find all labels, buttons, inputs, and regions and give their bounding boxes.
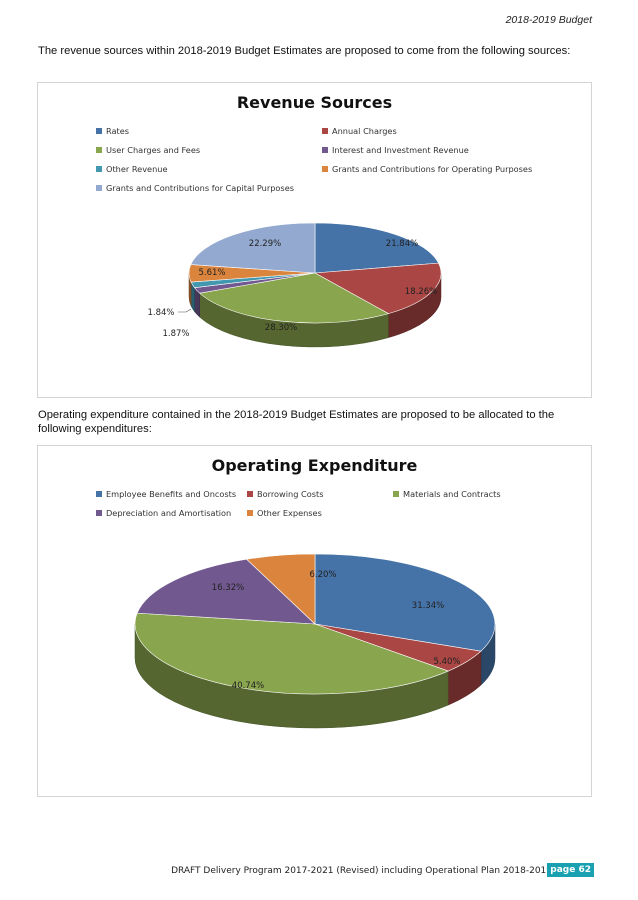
pie-slice (245, 553, 316, 625)
pie-sides (188, 272, 442, 348)
legend-item: Other Revenue (96, 164, 168, 174)
running-header: 2018-2019 Budget (505, 14, 592, 26)
page-number-badge: page 62 (547, 863, 594, 877)
legend-swatch (96, 185, 102, 191)
legend-item: Grants and Contributions for Capital Pur… (96, 183, 294, 193)
legend-item: Annual Charges (322, 126, 397, 136)
expenditure-pie-chart: 31.34% 5.40% 40.74% 16.32% 6.20% (134, 553, 496, 729)
pie-labels: 31.34% 5.40% 40.74% 16.32% 6.20% (212, 570, 461, 691)
legend-item: Borrowing Costs (247, 489, 323, 499)
legend-label: Other Revenue (106, 164, 168, 174)
legend-label: Materials and Contracts (403, 489, 501, 499)
revenue-chart-title: Revenue Sources (236, 93, 393, 112)
expenditure-intro-text: Operating expenditure contained in the 2… (38, 409, 555, 435)
legend-item: Depreciation and Amortisation (96, 508, 231, 518)
pie-data-label: 31.34% (412, 601, 444, 611)
revenue-pie-chart: 21.84% 18.26% 28.30% 1.87% 1.84% 5.61% 22.29% (147, 222, 442, 348)
legend-label: Rates (106, 126, 130, 136)
pie-data-label: 5.40% (433, 657, 460, 667)
legend-item: User Charges and Fees (96, 145, 200, 155)
legend-swatch (96, 128, 102, 134)
legend-label: Depreciation and Amortisation (106, 508, 232, 518)
pie-leader-line (178, 308, 192, 313)
legend-label: Grants and Contributions for Operating P… (332, 164, 533, 174)
legend-label: Annual Charges (332, 126, 397, 136)
expenditure-chart-box: Operating Expenditure Employee Benefits … (37, 445, 592, 797)
revenue-intro-text: The revenue sources within 2018-2019 Bud… (38, 45, 571, 57)
pie-data-label: 18.26% (405, 287, 437, 297)
legend-swatch (96, 166, 102, 172)
legend-item: Employee Benefits and Oncosts (96, 489, 236, 499)
pie-slice (134, 612, 450, 695)
legend-label: Other Expenses (257, 508, 322, 518)
pie-data-label: 1.87% (162, 329, 189, 339)
legend-item: Rates (96, 126, 129, 136)
pie-data-label: 6.20% (309, 570, 336, 580)
pie-data-label: 28.30% (265, 323, 297, 333)
pie-data-label: 40.74% (232, 681, 264, 691)
legend-swatch (393, 491, 399, 497)
legend-label: Interest and Investment Revenue (332, 145, 469, 155)
legend-label: Employee Benefits and Oncosts (106, 489, 237, 499)
legend-swatch (247, 491, 253, 497)
pie-slice (190, 222, 316, 274)
revenue-chart-box: Revenue Sources Rates Annual Charges User … (37, 82, 592, 398)
legend-swatch (247, 510, 253, 516)
legend-swatch (322, 166, 328, 172)
pie-tops (188, 222, 442, 324)
pie-data-label: 1.84% (147, 308, 174, 318)
legend-label: Grants and Contributions for Capital Pur… (106, 183, 295, 193)
footer-text: DRAFT Delivery Program 2017-2021 (Revise… (171, 866, 552, 876)
pie-tops (134, 553, 496, 695)
pie-data-label: 5.61% (198, 268, 225, 278)
legend-swatch (96, 510, 102, 516)
pie-slice (314, 553, 496, 652)
pie-data-label: 21.84% (386, 239, 418, 249)
expenditure-chart-title: Operating Expenditure (211, 456, 418, 475)
pie-slice (314, 222, 439, 274)
legend-label: Borrowing Costs (257, 489, 324, 499)
legend-swatch (322, 147, 328, 153)
legend-item: Interest and Investment Revenue (322, 145, 469, 155)
pie-labels: 21.84% 18.26% 28.30% 1.87% 1.84% 5.61% 22.29% (147, 239, 437, 339)
pie-data-label: 22.29% (249, 239, 281, 249)
pie-slice (136, 558, 316, 625)
legend-item: Grants and Contributions for Operating P… (322, 164, 532, 174)
legend-label: User Charges and Fees (106, 145, 201, 155)
legend-swatch (96, 147, 102, 153)
legend-item: Other Expenses (247, 508, 322, 518)
pie-data-label: 16.32% (212, 583, 244, 593)
pie-slice (199, 272, 390, 324)
pie-slice (313, 262, 442, 314)
legend-item: Materials and Contracts (393, 489, 501, 499)
legend-swatch (322, 128, 328, 134)
legend-swatch (96, 491, 102, 497)
